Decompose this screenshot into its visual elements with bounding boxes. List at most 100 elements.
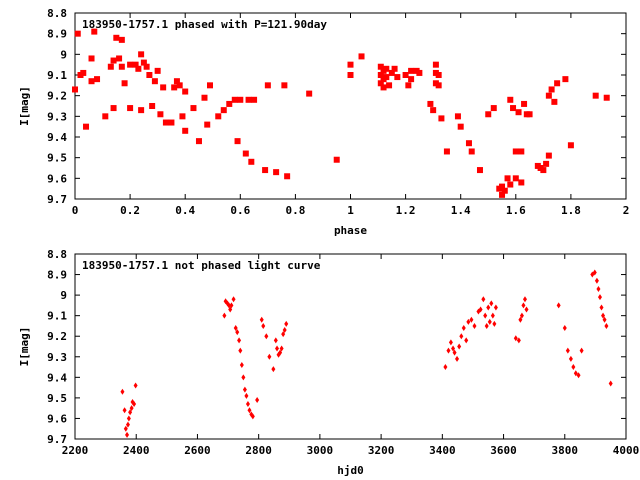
data-point bbox=[568, 355, 573, 362]
data-point bbox=[160, 84, 167, 91]
data-point bbox=[238, 347, 243, 354]
data-point bbox=[125, 421, 130, 428]
data-point bbox=[262, 167, 269, 174]
plot-title: 183950-1757.1 not phased light curve bbox=[82, 259, 321, 272]
y-axis-label: I[mag] bbox=[18, 86, 31, 126]
data-point bbox=[521, 302, 526, 309]
data-point bbox=[504, 175, 511, 182]
data-point bbox=[518, 179, 525, 186]
data-point bbox=[333, 156, 340, 163]
data-point bbox=[576, 372, 581, 379]
y-tick-label: 8.9 bbox=[47, 269, 67, 282]
plot-title: 183950-1757.1 phased with P=121.90day bbox=[82, 18, 327, 31]
data-point bbox=[383, 65, 390, 72]
data-point bbox=[513, 335, 518, 342]
y-tick-label: 8.8 bbox=[47, 248, 67, 261]
plot-frame bbox=[74, 253, 627, 440]
y-tick-label: 9.4 bbox=[47, 131, 67, 144]
data-point bbox=[88, 55, 95, 62]
data-point bbox=[244, 392, 249, 399]
data-point bbox=[358, 53, 365, 60]
data-point bbox=[469, 316, 474, 323]
data-point bbox=[562, 76, 569, 83]
x-tick-label: 1.8 bbox=[561, 204, 581, 217]
y-tick-label: 9.7 bbox=[47, 193, 67, 206]
data-point bbox=[88, 78, 95, 85]
data-point bbox=[116, 55, 123, 62]
data-point bbox=[446, 347, 451, 354]
data-point bbox=[179, 113, 186, 120]
data-point bbox=[91, 28, 98, 35]
data-point bbox=[485, 111, 492, 118]
data-point bbox=[452, 349, 457, 356]
data-point bbox=[524, 306, 529, 313]
data-point bbox=[201, 94, 208, 101]
data-point bbox=[522, 296, 527, 303]
data-point bbox=[592, 92, 599, 99]
y-tick-label: 9.5 bbox=[47, 392, 67, 405]
x-tick-label: 2800 bbox=[245, 444, 272, 457]
data-point bbox=[543, 160, 550, 167]
data-point bbox=[113, 34, 120, 41]
y-tick-label: 9.5 bbox=[47, 152, 67, 165]
data-point bbox=[123, 425, 128, 432]
data-point bbox=[466, 318, 471, 325]
data-point bbox=[501, 187, 508, 194]
data-point bbox=[571, 364, 576, 371]
data-point bbox=[242, 386, 247, 393]
x-tick-label: 1.4 bbox=[451, 204, 471, 217]
x-tick-label: 2400 bbox=[123, 444, 150, 457]
data-point bbox=[499, 191, 506, 198]
data-point bbox=[154, 67, 161, 74]
data-point bbox=[126, 415, 131, 422]
data-point bbox=[242, 150, 249, 157]
data-point bbox=[182, 88, 189, 95]
data-point bbox=[271, 366, 276, 373]
data-point bbox=[507, 181, 514, 188]
data-point bbox=[282, 327, 287, 334]
data-point bbox=[540, 167, 547, 174]
data-point bbox=[204, 121, 211, 128]
data-point bbox=[121, 80, 128, 87]
x-axis-label: hjd0 bbox=[337, 464, 364, 477]
data-point bbox=[138, 51, 145, 58]
data-point bbox=[599, 304, 604, 311]
data-point bbox=[151, 78, 158, 85]
data-point bbox=[281, 82, 288, 89]
data-point bbox=[107, 63, 114, 70]
data-point bbox=[468, 148, 475, 155]
data-point bbox=[278, 349, 283, 356]
y-axis-label: I[mag] bbox=[18, 327, 31, 367]
y-tick-label: 8.8 bbox=[47, 7, 67, 20]
phased-light-curve-panel: 0 0.2 0.4 0.6 0.8 1 1.2 1.4 1.6 1.8 2 8.8 8.9 9 9.1 9.2… bbox=[18, 7, 629, 237]
data-point bbox=[512, 148, 519, 155]
data-point bbox=[402, 72, 409, 78]
data-point bbox=[255, 396, 260, 403]
data-point bbox=[405, 82, 412, 89]
data-point bbox=[487, 318, 492, 325]
data-point bbox=[247, 407, 252, 414]
data-point bbox=[171, 84, 178, 91]
data-point bbox=[80, 69, 87, 76]
data-point bbox=[273, 169, 280, 176]
data-point bbox=[146, 72, 153, 78]
data-point bbox=[448, 339, 453, 346]
data-point bbox=[127, 61, 134, 68]
data-point bbox=[135, 65, 142, 72]
x-tick-label: 3600 bbox=[490, 444, 517, 457]
data-point bbox=[248, 158, 255, 165]
data-point bbox=[596, 285, 601, 292]
data-point bbox=[110, 105, 117, 112]
data-point bbox=[347, 72, 354, 78]
data-point bbox=[438, 115, 445, 122]
data-point bbox=[579, 347, 584, 354]
y-tick-label: 9.7 bbox=[47, 433, 67, 446]
data-point bbox=[457, 343, 462, 350]
x-tick-label: 3800 bbox=[552, 444, 579, 457]
data-point bbox=[157, 111, 164, 118]
x-tick-label: 0.2 bbox=[120, 204, 140, 217]
data-point bbox=[391, 65, 398, 72]
data-point bbox=[133, 382, 138, 389]
data-point bbox=[478, 306, 483, 313]
data-point bbox=[461, 325, 466, 331]
